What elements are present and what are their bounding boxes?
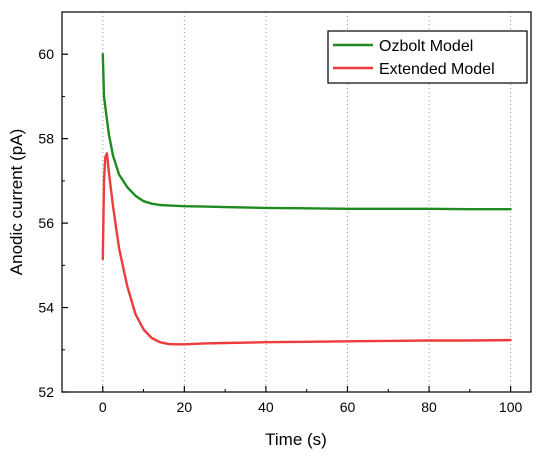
legend-box bbox=[327, 30, 528, 84]
legend-label: Ozbolt Model bbox=[379, 38, 473, 55]
y-tick-label: 56 bbox=[38, 215, 54, 231]
x-tick-label: 40 bbox=[258, 399, 274, 415]
y-tick-label: 52 bbox=[38, 384, 54, 400]
series-line-1 bbox=[101, 152, 512, 346]
x-tick-label: 60 bbox=[340, 399, 356, 415]
ticks-layer: 0 20 40 60 80 100 52 54 56 58 60 bbox=[38, 46, 522, 415]
x-tick-label: 0 bbox=[99, 399, 107, 415]
plot-frame bbox=[61, 11, 532, 393]
series-layer bbox=[101, 53, 512, 346]
series-line-0 bbox=[101, 53, 512, 211]
y-axis-label: Anodic current (pA) bbox=[7, 129, 26, 275]
grid-layer bbox=[102, 12, 512, 392]
legend: Ozbolt Model Extended Model bbox=[327, 30, 528, 84]
y-tick-label: 60 bbox=[38, 46, 54, 62]
x-tick-label: 100 bbox=[499, 399, 523, 415]
x-tick-label: 20 bbox=[177, 399, 193, 415]
legend-label: Extended Model bbox=[379, 61, 495, 78]
y-tick-label: 54 bbox=[38, 300, 54, 316]
x-axis-label: Time (s) bbox=[265, 430, 327, 449]
x-tick-label: 80 bbox=[421, 399, 437, 415]
y-tick-label: 58 bbox=[38, 131, 54, 147]
